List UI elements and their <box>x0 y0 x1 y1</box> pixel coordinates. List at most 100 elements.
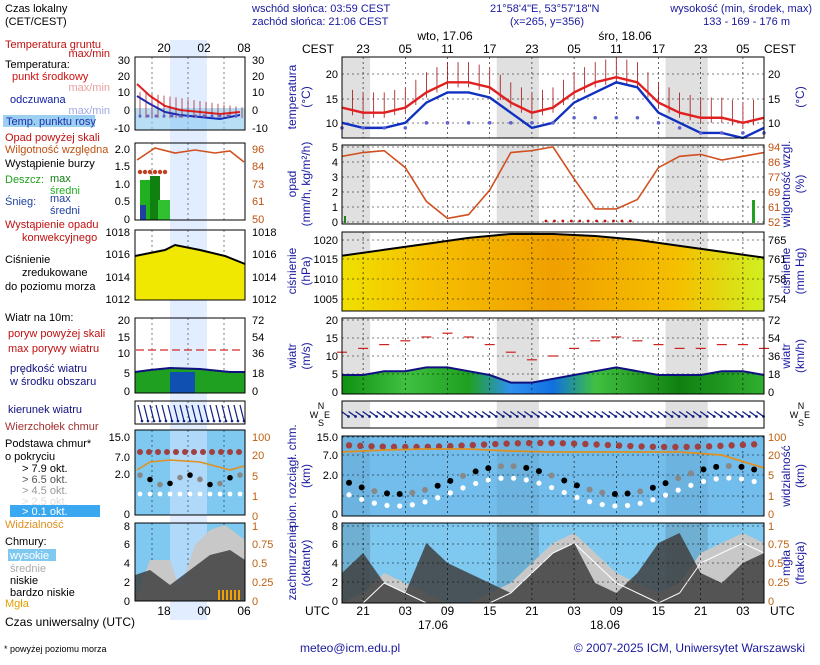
wind-arrow-head <box>677 415 681 418</box>
cloud-top-dot <box>660 443 668 451</box>
email-link: meteo@icm.edu.pl <box>300 641 400 655</box>
tick-label: 0 <box>252 386 258 398</box>
legend-wind-dir-panel <box>134 400 246 425</box>
tick-label: 5 <box>252 471 258 483</box>
visibility-line <box>341 448 765 469</box>
tick-label: 18 <box>768 369 780 381</box>
axis-title: (m/s) <box>299 342 313 369</box>
wind-arrow <box>594 410 603 418</box>
axis-title: (°C) <box>793 86 807 107</box>
tick-label: 1020 <box>314 235 338 247</box>
cloud-top-dot <box>694 443 702 450</box>
cloud-top-dot <box>570 440 578 447</box>
wind-arrow <box>355 410 363 418</box>
wind-arrow <box>425 410 434 418</box>
tick-label: 0 <box>124 214 130 226</box>
wind-arrow-head <box>403 415 407 418</box>
cloud-top-dot <box>357 442 364 450</box>
tick-label: 1.5 <box>115 161 130 173</box>
cloud-top-dot <box>615 442 623 449</box>
tick-label: 30 <box>252 55 264 67</box>
night-band <box>665 401 708 428</box>
tick-label: 20 <box>252 71 264 83</box>
tick-label: 2 <box>124 577 130 589</box>
wind-arrow <box>362 410 370 418</box>
night-band <box>665 145 708 224</box>
wind-arrow-head <box>628 415 632 418</box>
tick-label: 15 <box>768 94 780 106</box>
cloud-top-dot <box>582 440 589 448</box>
tick-label: 1 <box>252 521 258 533</box>
wind-arrow <box>650 410 659 418</box>
cloud-top-dot <box>469 441 477 449</box>
dewpoint-point <box>741 131 745 135</box>
cloud-base-panel <box>341 435 765 517</box>
tick-label: 5 <box>124 368 130 380</box>
cloud-base-dot <box>573 482 580 489</box>
wind-arrow <box>404 410 413 418</box>
legend-cloud-cover-panel <box>134 522 246 602</box>
storm-marker <box>578 219 582 223</box>
wind-arrow <box>742 410 750 418</box>
tick-label: 1018 <box>106 227 130 239</box>
tick-label: 1 <box>252 491 258 503</box>
tick-label: 6 <box>332 539 338 551</box>
tick-label: 0 <box>124 105 130 117</box>
wind-arrow-head <box>691 415 695 418</box>
wind-arrow-head <box>494 415 498 418</box>
legend-text: w środku obszaru <box>9 376 96 388</box>
storm-marker <box>612 219 615 223</box>
cloud-base-dot <box>599 501 605 508</box>
tick-label: 15 <box>326 94 338 106</box>
axis-title: pion. rozciągł. chm. <box>285 424 299 527</box>
cloud-top-dot <box>638 443 645 450</box>
tick-label: 20 <box>768 450 780 462</box>
time-tick: 03 <box>399 604 413 618</box>
wind-arrow <box>460 410 469 418</box>
wind-arrow-head <box>361 415 364 418</box>
axis-title: wiatr <box>779 343 793 369</box>
dewpoint-point <box>403 126 408 130</box>
time-tick: 15 <box>652 604 666 618</box>
legend-text: Chmury: <box>5 536 47 548</box>
tick-label: 5 <box>768 470 774 482</box>
tick-label: 30 <box>118 55 130 67</box>
tick-label: 4 <box>332 157 338 169</box>
cloud-base-dot <box>700 466 707 473</box>
time-tick: 08 <box>237 41 251 55</box>
wind-arrow <box>348 410 356 418</box>
wind-arrow-head <box>551 415 554 418</box>
tick-label: -10 <box>252 123 268 135</box>
wind-arrow <box>756 410 764 418</box>
wind-arrow-head <box>726 415 730 418</box>
tick-label: 761 <box>768 254 786 266</box>
wind-panel <box>337 317 769 395</box>
wind-arrow <box>601 410 610 418</box>
cloud-base-dot <box>688 482 694 488</box>
time-tick: 17 <box>652 42 666 56</box>
time-tick: 11 <box>610 42 623 56</box>
cloud-top-dot <box>548 439 555 447</box>
wind-arrow-head <box>431 415 435 418</box>
wind-arrow-head <box>642 415 646 418</box>
wind-arrow-head <box>537 415 540 418</box>
cloud-base-dot <box>434 482 441 489</box>
cloud-top-dot <box>717 442 724 450</box>
wind-arrow <box>636 410 645 418</box>
wind-arrow <box>516 410 525 418</box>
tick-label: 0 <box>768 509 774 521</box>
tick-label: 0.25 <box>252 577 273 589</box>
wind-arrow <box>608 410 617 418</box>
tick-label: 8 <box>332 521 338 533</box>
time-tick: 03 <box>736 604 750 618</box>
cloud-base-dot <box>700 478 707 485</box>
tick-label: 0 <box>768 596 774 608</box>
wind-arrow <box>531 410 539 418</box>
legend-text: > 4.5 okt. <box>22 485 68 497</box>
cloud-base-dot <box>725 463 732 470</box>
cloud-base-dot <box>561 477 568 484</box>
cloud-top-dot <box>739 441 747 449</box>
cloud-top-dot <box>503 440 510 447</box>
legend-text: Wilgotność względna <box>5 144 109 156</box>
